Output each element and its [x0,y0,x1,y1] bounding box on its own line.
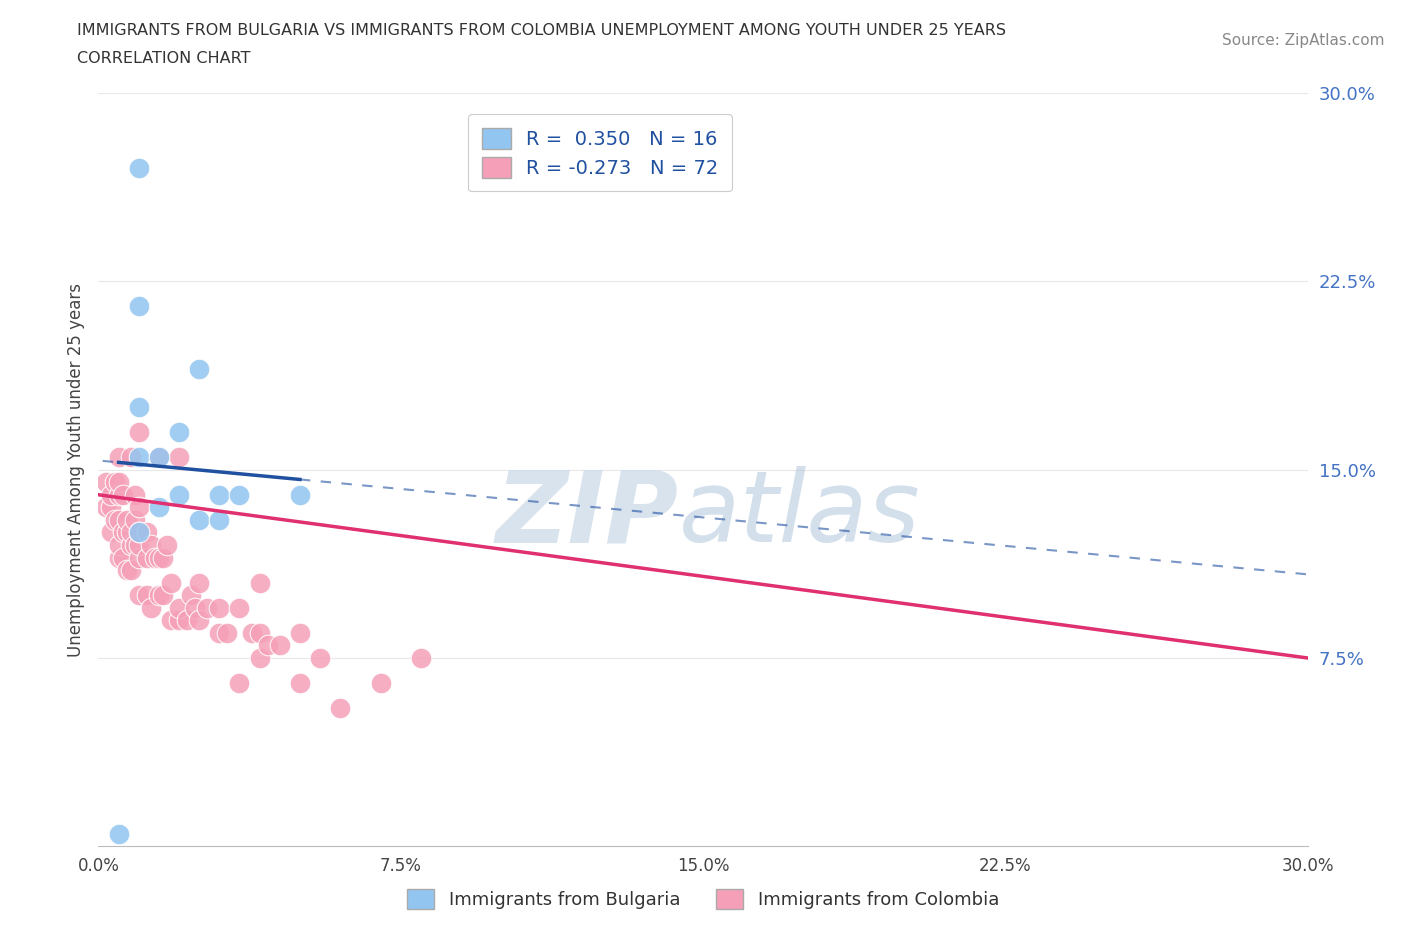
Point [96,474,118,489]
Point [208,625,231,640]
Text: CORRELATION CHART: CORRELATION CHART [77,51,250,66]
Point [103,512,125,527]
Point [176,613,198,628]
Point [167,487,190,502]
Point [148,588,170,603]
Point [115,512,138,527]
Legend: Immigrants from Bulgaria, Immigrants from Colombia: Immigrants from Bulgaria, Immigrants fro… [399,882,1007,916]
Point [288,487,311,502]
Point [103,474,125,489]
Point [115,563,138,578]
Text: atlas: atlas [679,466,921,564]
Point [107,449,129,464]
Point [107,538,129,552]
Point [160,575,183,591]
Point [128,525,150,539]
Point [128,500,150,515]
Point [128,299,150,313]
Point [188,575,211,591]
Point [228,675,250,690]
Point [370,675,392,690]
Point [188,512,211,527]
Text: IMMIGRANTS FROM BULGARIA VS IMMIGRANTS FROM COLOMBIA UNEMPLOYMENT AMONG YOUTH UN: IMMIGRANTS FROM BULGARIA VS IMMIGRANTS F… [77,23,1007,38]
Point [135,525,157,539]
Point [139,538,162,552]
Point [269,638,291,653]
Point [228,601,250,616]
Point [167,424,190,439]
Point [195,601,218,616]
Point [107,512,129,527]
Point [188,613,211,628]
Point [329,701,352,716]
Point [120,538,142,552]
Point [249,651,271,666]
Point [124,538,146,552]
Point [208,487,231,502]
Point [107,474,129,489]
Point [107,827,129,842]
Point [180,588,202,603]
Point [148,449,170,464]
Point [217,625,239,640]
Point [228,487,250,502]
Text: Source: ZipAtlas.com: Source: ZipAtlas.com [1222,33,1385,47]
Point [148,449,170,464]
Point [167,449,190,464]
Point [208,601,231,616]
Point [100,500,122,515]
Point [124,512,146,527]
Point [107,487,129,502]
Point [249,625,271,640]
Point [120,449,142,464]
Point [167,601,190,616]
Point [124,487,146,502]
Point [120,563,142,578]
Point [128,449,150,464]
Point [115,525,138,539]
Point [111,550,134,565]
Point [120,525,142,539]
Point [128,550,150,565]
Point [128,161,150,176]
Point [156,538,179,552]
Point [188,362,211,377]
Point [128,588,150,603]
Point [96,500,118,515]
Y-axis label: Unemployment Among Youth under 25 years: Unemployment Among Youth under 25 years [66,283,84,657]
Point [148,500,170,515]
Point [111,487,134,502]
Point [256,638,278,653]
Point [128,538,150,552]
Point [288,675,311,690]
Point [100,487,122,502]
Point [128,525,150,539]
Point [249,575,271,591]
Point [184,601,207,616]
Point [139,601,162,616]
Point [107,550,129,565]
Point [240,625,263,640]
Point [152,588,174,603]
Text: ZIP: ZIP [496,466,679,564]
Point [208,512,231,527]
Point [135,588,157,603]
Point [100,525,122,539]
Point [288,625,311,640]
Point [160,613,183,628]
Point [167,613,190,628]
Point [128,424,150,439]
Point [135,550,157,565]
Point [309,651,332,666]
Point [111,525,134,539]
Point [152,550,174,565]
Legend: R =  0.350   N = 16, R = -0.273   N = 72: R = 0.350 N = 16, R = -0.273 N = 72 [468,114,733,192]
Point [128,400,150,415]
Point [409,651,432,666]
Point [148,550,170,565]
Point [143,550,166,565]
